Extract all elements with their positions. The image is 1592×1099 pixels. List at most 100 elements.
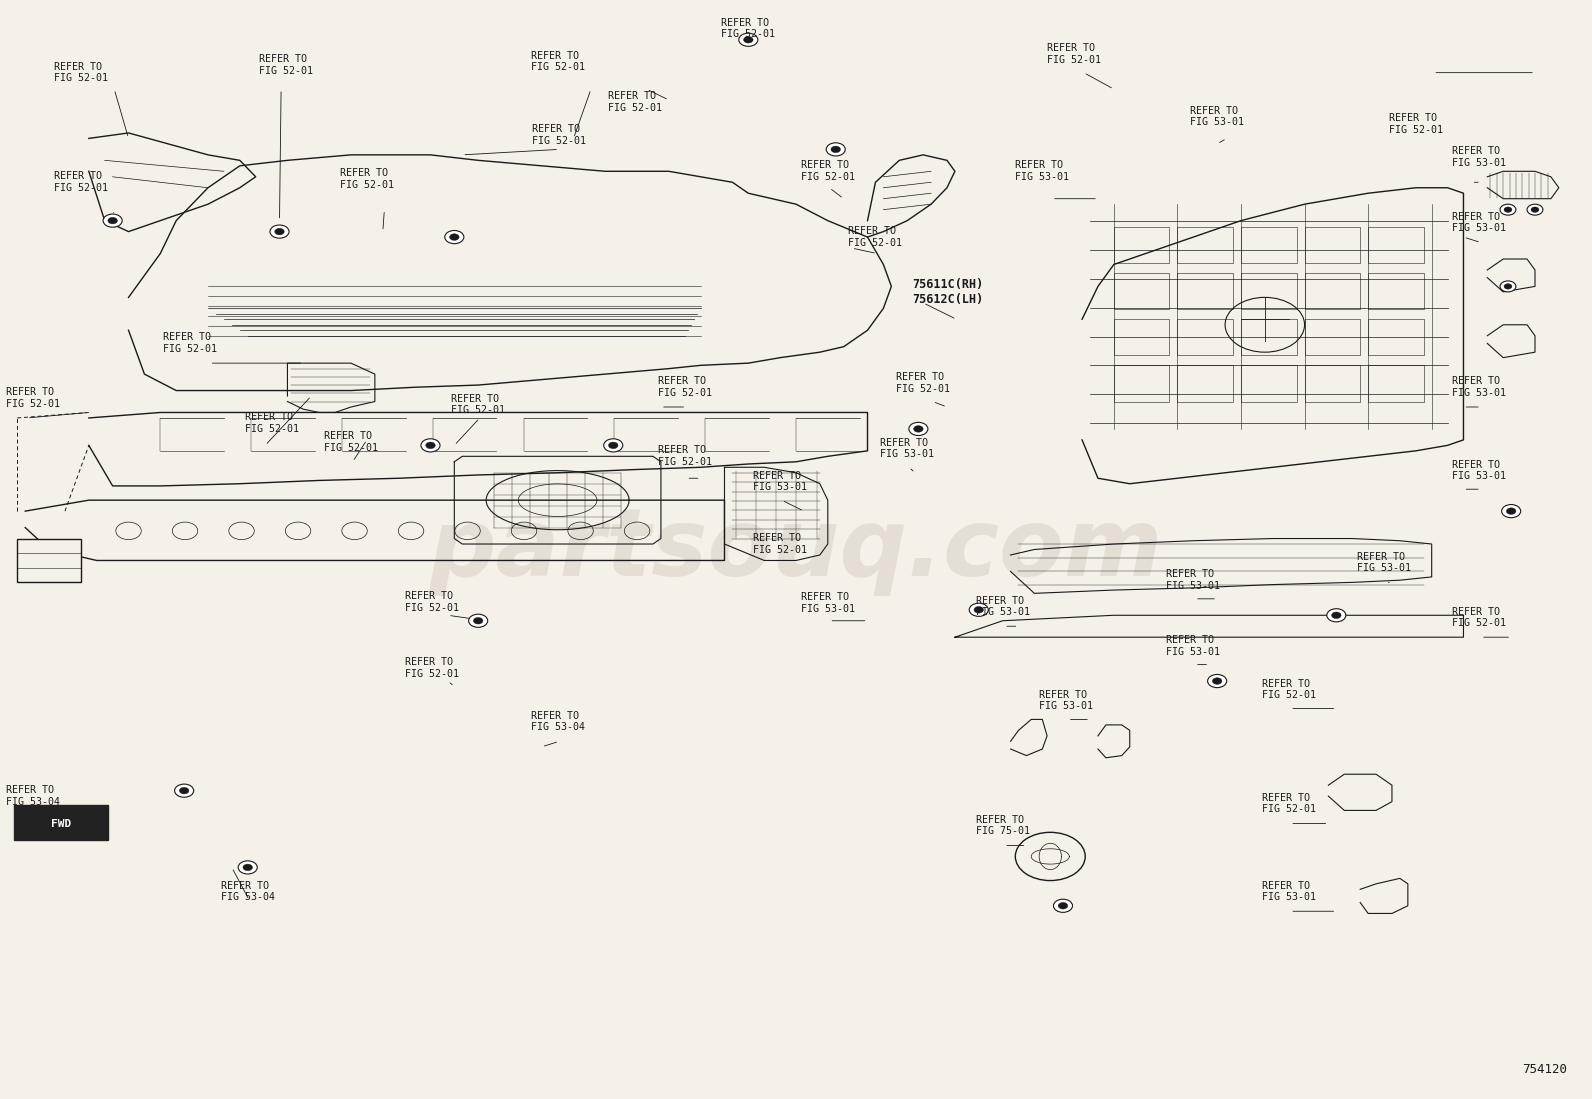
- Bar: [1242, 274, 1296, 310]
- Circle shape: [608, 442, 618, 448]
- Text: FWD: FWD: [51, 819, 72, 829]
- Text: REFER TO
FIG 52-01: REFER TO FIG 52-01: [1048, 43, 1102, 65]
- Text: REFER TO
FIG 53-01: REFER TO FIG 53-01: [1167, 569, 1221, 591]
- Text: REFER TO
FIG 53-01: REFER TO FIG 53-01: [1452, 459, 1506, 481]
- Circle shape: [909, 422, 928, 435]
- Circle shape: [473, 618, 482, 624]
- Bar: [1368, 274, 1423, 310]
- Bar: [1114, 274, 1170, 310]
- Text: REFER TO
FIG 53-01: REFER TO FIG 53-01: [1016, 160, 1070, 182]
- Text: REFER TO
FIG 53-04: REFER TO FIG 53-04: [530, 711, 584, 732]
- Bar: [1304, 274, 1360, 310]
- Text: REFER TO
FIG 53-01: REFER TO FIG 53-01: [1191, 106, 1243, 127]
- Bar: [1304, 320, 1360, 355]
- Circle shape: [449, 234, 458, 241]
- Text: REFER TO
FIG 52-01: REFER TO FIG 52-01: [608, 91, 662, 113]
- Text: REFER TO
FIG 52-01: REFER TO FIG 52-01: [54, 171, 108, 193]
- Text: REFER TO
FIG 52-01: REFER TO FIG 52-01: [245, 412, 299, 434]
- Text: REFER TO
FIG 53-01: REFER TO FIG 53-01: [1452, 146, 1506, 168]
- Circle shape: [743, 36, 753, 43]
- Circle shape: [1500, 204, 1516, 215]
- Text: REFER TO
FIG 52-01: REFER TO FIG 52-01: [1261, 792, 1315, 814]
- Circle shape: [603, 439, 622, 452]
- Text: REFER TO
FIG 53-01: REFER TO FIG 53-01: [976, 596, 1030, 618]
- Text: REFER TO
FIG 52-01: REFER TO FIG 52-01: [404, 657, 458, 678]
- Circle shape: [1501, 504, 1520, 518]
- Circle shape: [108, 218, 118, 224]
- Circle shape: [1527, 204, 1543, 215]
- Text: REFER TO
FIG 52-01: REFER TO FIG 52-01: [1261, 679, 1315, 700]
- Circle shape: [1504, 207, 1512, 212]
- Bar: [1368, 365, 1423, 401]
- Circle shape: [275, 229, 285, 235]
- Circle shape: [970, 603, 989, 617]
- Text: REFER TO
FIG 75-01: REFER TO FIG 75-01: [976, 814, 1030, 836]
- Circle shape: [1331, 612, 1340, 619]
- Circle shape: [974, 607, 984, 613]
- Circle shape: [468, 614, 487, 628]
- Circle shape: [1213, 678, 1223, 685]
- Circle shape: [180, 787, 189, 793]
- Text: REFER TO
FIG 53-01: REFER TO FIG 53-01: [1356, 552, 1411, 574]
- Circle shape: [1506, 508, 1516, 514]
- Circle shape: [1326, 609, 1345, 622]
- Text: REFER TO
FIG 52-01: REFER TO FIG 52-01: [451, 393, 505, 415]
- Text: REFER TO
FIG 53-04: REFER TO FIG 53-04: [221, 880, 275, 902]
- Text: REFER TO
FIG 52-01: REFER TO FIG 52-01: [404, 591, 458, 613]
- Circle shape: [831, 146, 841, 153]
- Text: REFER TO
FIG 53-01: REFER TO FIG 53-01: [1452, 212, 1506, 233]
- Text: REFER TO
FIG 53-04: REFER TO FIG 53-04: [6, 785, 60, 807]
- Text: REFER TO
FIG 52-01: REFER TO FIG 52-01: [896, 371, 950, 393]
- Text: REFER TO
FIG 53-01: REFER TO FIG 53-01: [880, 437, 935, 459]
- Text: REFER TO
FIG 52-01: REFER TO FIG 52-01: [164, 333, 218, 354]
- Text: REFER TO
FIG 53-01: REFER TO FIG 53-01: [753, 470, 807, 492]
- FancyBboxPatch shape: [14, 804, 108, 840]
- Text: REFER TO
FIG 52-01: REFER TO FIG 52-01: [753, 533, 807, 555]
- Text: REFER TO
FIG 53-01: REFER TO FIG 53-01: [801, 592, 855, 614]
- Bar: [1368, 227, 1423, 264]
- Text: REFER TO
FIG 52-01: REFER TO FIG 52-01: [532, 124, 586, 146]
- Circle shape: [1504, 284, 1512, 289]
- Circle shape: [271, 225, 290, 238]
- Circle shape: [420, 439, 439, 452]
- Text: REFER TO
FIG 52-01: REFER TO FIG 52-01: [530, 51, 584, 73]
- Text: REFER TO
FIG 53-01: REFER TO FIG 53-01: [1261, 880, 1315, 902]
- Bar: [1178, 227, 1234, 264]
- Bar: [1242, 365, 1296, 401]
- Text: REFER TO
FIG 52-01: REFER TO FIG 52-01: [6, 387, 60, 409]
- Circle shape: [244, 864, 253, 870]
- Text: REFER TO
FIG 52-01: REFER TO FIG 52-01: [341, 168, 393, 190]
- Circle shape: [826, 143, 845, 156]
- Text: REFER TO
FIG 52-01: REFER TO FIG 52-01: [1452, 607, 1506, 629]
- Circle shape: [425, 442, 435, 448]
- Text: REFER TO
FIG 53-01: REFER TO FIG 53-01: [1167, 635, 1221, 656]
- Circle shape: [239, 861, 258, 874]
- Bar: [1178, 320, 1234, 355]
- Circle shape: [1500, 281, 1516, 292]
- Text: REFER TO
FIG 52-01: REFER TO FIG 52-01: [54, 62, 108, 84]
- Circle shape: [444, 231, 463, 244]
- Circle shape: [175, 784, 194, 797]
- Circle shape: [739, 33, 758, 46]
- Circle shape: [1054, 899, 1073, 912]
- Bar: [1114, 365, 1170, 401]
- Text: REFER TO
FIG 52-01: REFER TO FIG 52-01: [259, 54, 314, 76]
- Text: 754120: 754120: [1522, 1063, 1567, 1076]
- Text: REFER TO
FIG 52-01: REFER TO FIG 52-01: [325, 431, 377, 453]
- Text: REFER TO
FIG 53-01: REFER TO FIG 53-01: [1452, 376, 1506, 398]
- Bar: [1178, 365, 1234, 401]
- Bar: [1178, 274, 1234, 310]
- Bar: [1242, 320, 1296, 355]
- Text: REFER TO
FIG 52-01: REFER TO FIG 52-01: [657, 376, 712, 398]
- Text: partsouq.com: partsouq.com: [428, 503, 1164, 596]
- Bar: [1304, 365, 1360, 401]
- Text: REFER TO
FIG 52-01: REFER TO FIG 52-01: [657, 445, 712, 467]
- Text: 75611C(RH)
75612C(LH): 75611C(RH) 75612C(LH): [912, 278, 984, 306]
- Bar: [1368, 320, 1423, 355]
- Circle shape: [914, 425, 923, 432]
- Text: REFER TO
FIG 52-01: REFER TO FIG 52-01: [1388, 113, 1442, 135]
- FancyBboxPatch shape: [18, 539, 81, 582]
- Text: REFER TO
FIG 53-01: REFER TO FIG 53-01: [1040, 690, 1094, 711]
- Bar: [1304, 227, 1360, 264]
- Circle shape: [103, 214, 123, 227]
